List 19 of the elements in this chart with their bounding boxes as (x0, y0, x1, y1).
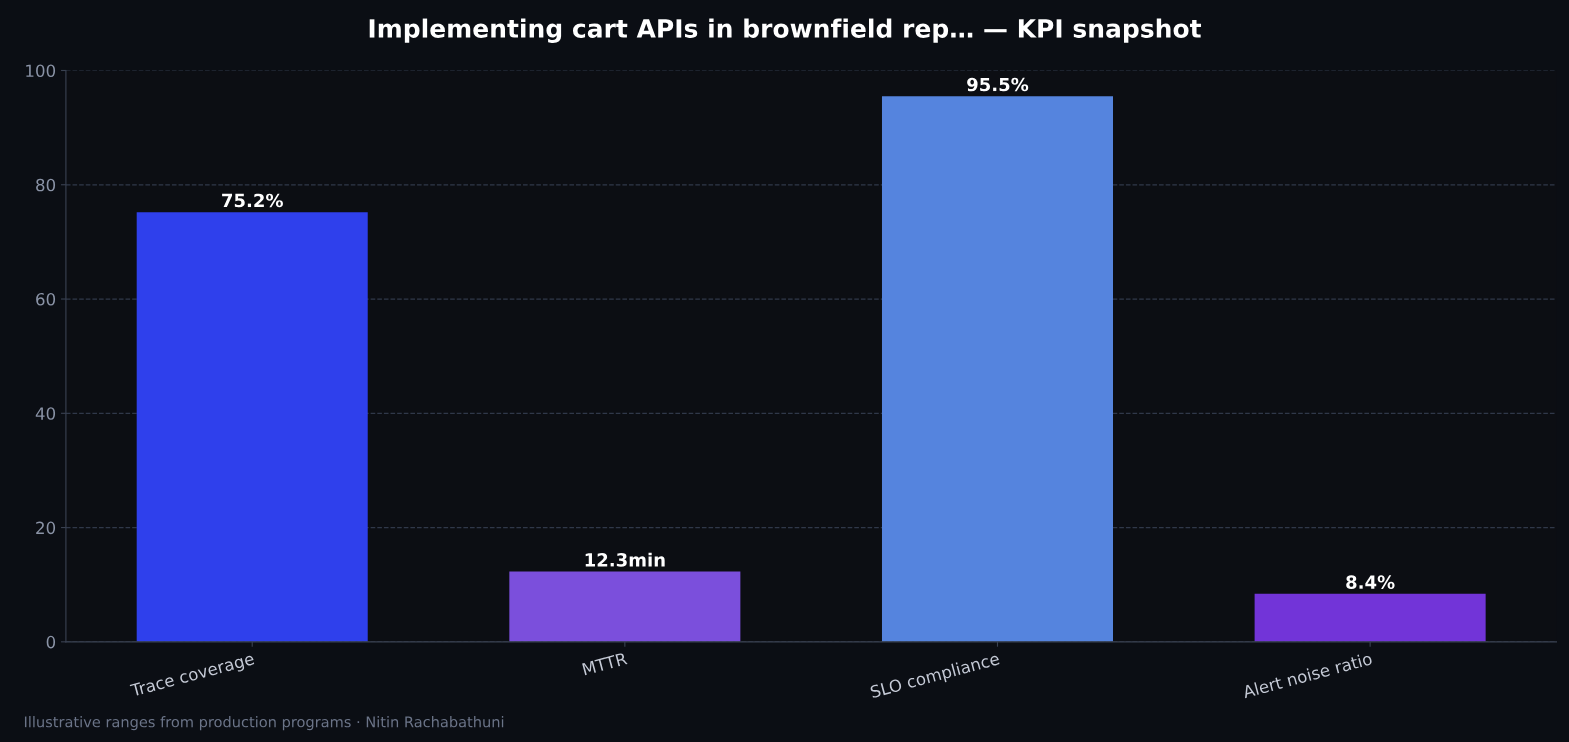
x-tick-label: Alert noise ratio (1241, 651, 1373, 699)
x-tick-label: Trace coverage (129, 652, 256, 700)
bar (1254, 593, 1486, 642)
y-tick-label: 20 (36, 521, 56, 535)
text: Illustrative ranges from production programs · Nitin Rachabathuni (24, 716, 504, 731)
x-tick-label: MTTR (582, 652, 628, 676)
y-tick-label: 100 (26, 64, 56, 78)
bar (881, 96, 1114, 642)
bar (136, 212, 368, 642)
y-tick-label: 60 (36, 292, 56, 306)
data-label: 8.4% (1346, 575, 1395, 589)
y-tick-label: 40 (35, 407, 56, 420)
data-label: 95.5% (967, 77, 1029, 92)
data-label: 75.2% (222, 193, 283, 208)
bar (509, 571, 741, 642)
y-tick-label: 0 (46, 635, 56, 649)
data-label: 12.3min (585, 552, 665, 567)
chart-title: Implementing cart APIs in brownfield rep… — KPI snapshot (369, 18, 1202, 43)
y-tick-label: 80 (36, 178, 56, 192)
